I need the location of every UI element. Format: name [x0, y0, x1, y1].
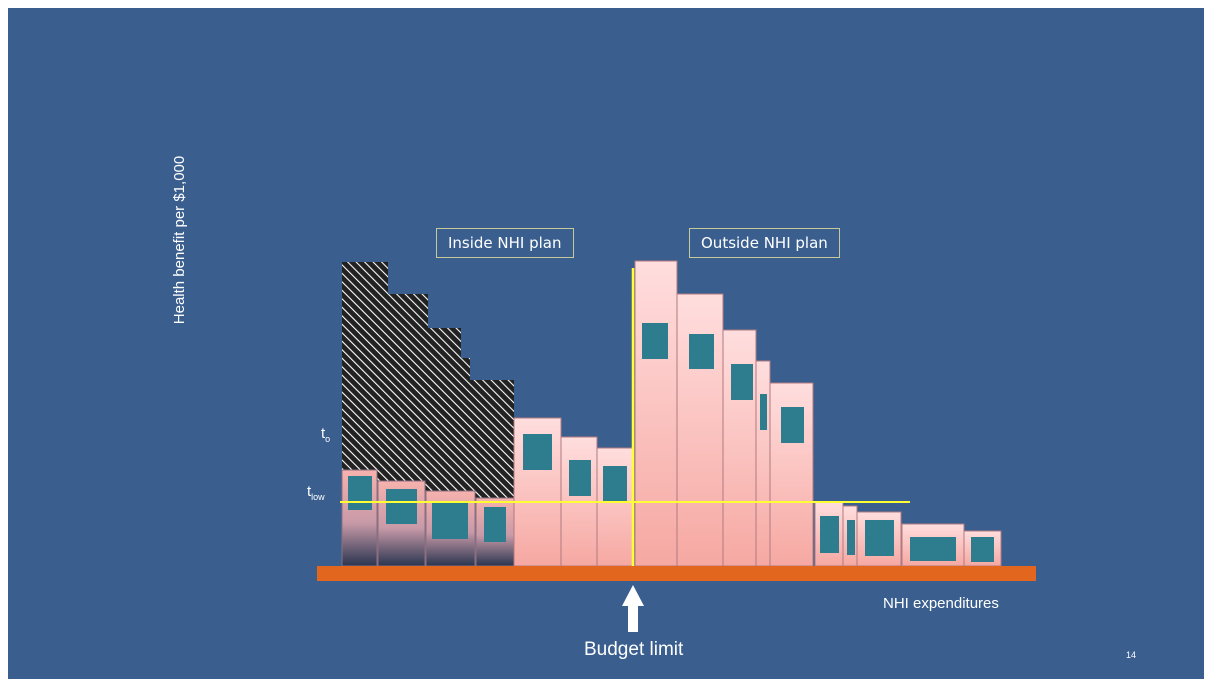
bar — [634, 260, 678, 567]
t-low-label-sub: low — [311, 492, 325, 502]
bar — [755, 360, 771, 567]
bar — [596, 447, 634, 567]
outside-plan-label: Outside NHI plan — [689, 228, 840, 258]
inner-box — [781, 407, 804, 443]
inner-box — [865, 520, 894, 556]
t-o-label-main: t — [321, 425, 326, 442]
inner-box — [569, 460, 591, 496]
inner-cost-boxes — [348, 323, 994, 562]
t-low-label: tlow — [307, 483, 325, 502]
inside-plan-label: Inside NHI plan — [436, 228, 574, 258]
x-axis-label: NHI expenditures — [883, 595, 999, 612]
inner-box — [603, 466, 627, 502]
inner-box — [847, 520, 855, 555]
budget-limit-label: Budget limit — [584, 639, 684, 660]
x-axis-bar — [317, 566, 1036, 581]
inner-box — [971, 537, 994, 562]
inner-box — [432, 502, 468, 539]
inner-box — [348, 476, 372, 510]
t-o-label-sub: o — [325, 434, 331, 444]
inner-box — [760, 394, 767, 430]
up-arrow-icon — [622, 585, 644, 632]
inner-box — [731, 364, 753, 400]
inner-box — [689, 334, 714, 369]
inner-box — [484, 507, 506, 542]
t-o-label: to — [321, 425, 330, 444]
y-axis-label: Health benefit per $1,000 — [171, 155, 188, 325]
page-number: 14 — [1126, 650, 1137, 660]
hatched-excess-region — [342, 262, 514, 500]
inner-box — [523, 434, 552, 470]
inner-box — [642, 323, 668, 359]
inner-box — [910, 537, 956, 561]
t-low-label-main: t — [307, 483, 312, 500]
outside-plan-bars — [634, 260, 1002, 567]
inner-box — [820, 516, 839, 553]
inner-box — [386, 489, 417, 524]
